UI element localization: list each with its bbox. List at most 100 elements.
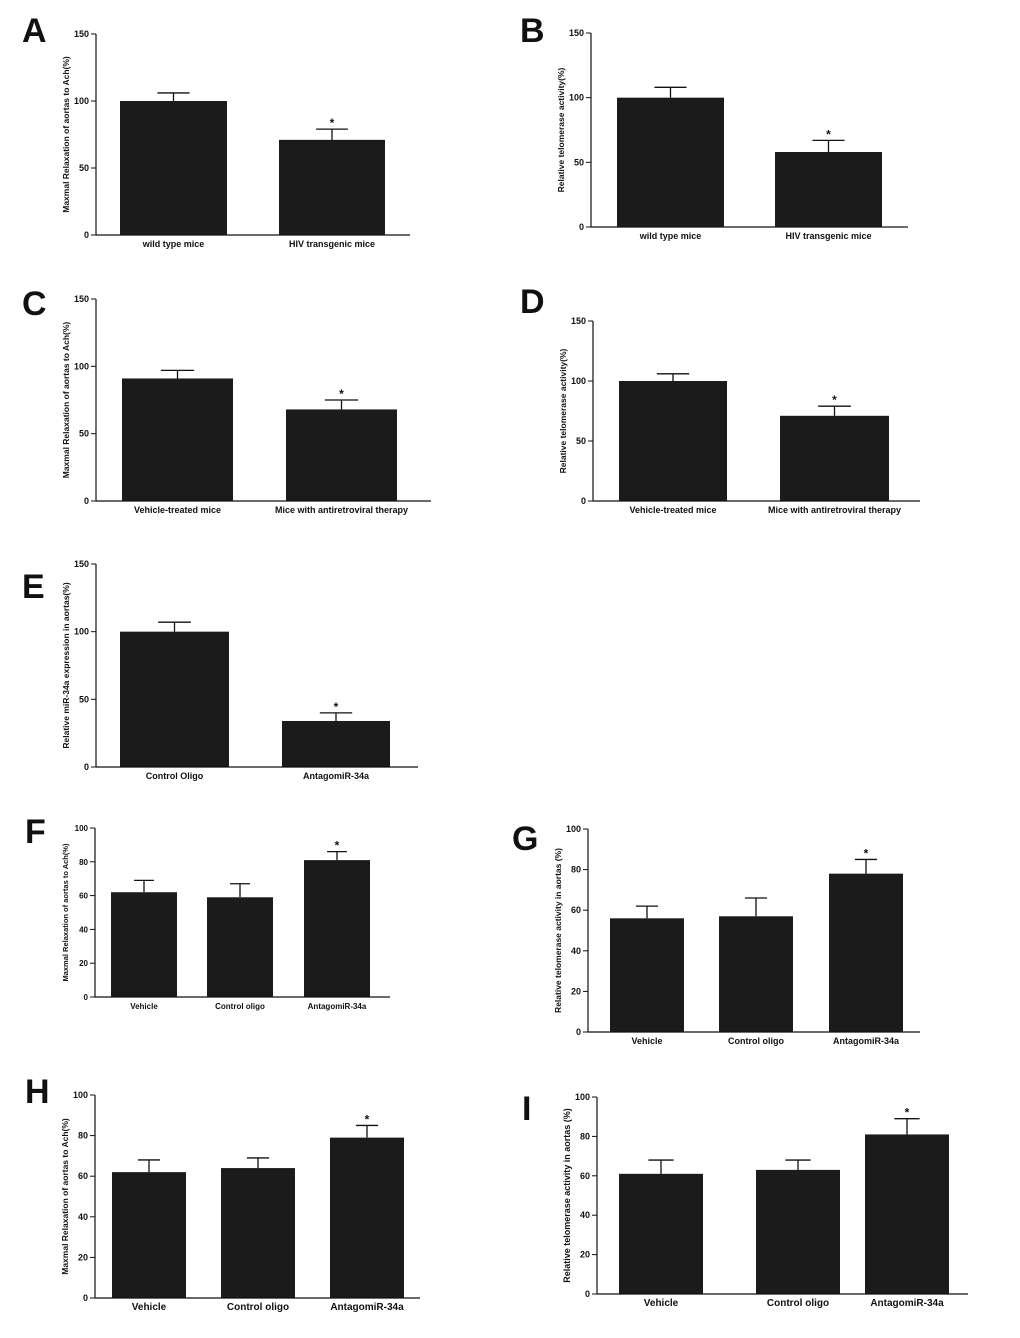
significance-star-f-3: * xyxy=(335,839,340,853)
y-tick-label-b-150: 150 xyxy=(569,28,584,38)
panel-letter-e: E xyxy=(22,568,45,606)
y-tick-label-h-0: 0 xyxy=(83,1293,88,1303)
y-axis-label-d: Relative telomerase activity(%) xyxy=(558,348,568,473)
y-tick-label-i-60: 60 xyxy=(580,1171,590,1181)
y-tick-label-h-100: 100 xyxy=(73,1090,88,1100)
y-tick-label-a-0: 0 xyxy=(84,230,89,240)
bar-h-1 xyxy=(112,1172,186,1298)
y-tick-label-i-100: 100 xyxy=(575,1092,590,1102)
category-label-b-1: wild type mice xyxy=(639,231,702,241)
category-label-d-2: Mice with antiretroviral therapy xyxy=(768,505,901,515)
bar-f-2 xyxy=(207,897,273,997)
y-tick-label-c-0: 0 xyxy=(84,496,89,506)
y-tick-label-f-0: 0 xyxy=(84,993,89,1002)
y-tick-label-f-40: 40 xyxy=(79,925,88,934)
bar-b-1 xyxy=(617,97,724,228)
y-axis-label-b: Relative telomerase activity(%) xyxy=(556,67,566,192)
y-tick-label-e-150: 150 xyxy=(74,559,89,569)
y-tick-label-i-40: 40 xyxy=(580,1210,590,1220)
bar-e-2 xyxy=(282,720,390,767)
y-axis-label-f: Maxmal Relaxation of aortas to Ach(%) xyxy=(61,843,70,982)
bar-b-2 xyxy=(775,151,882,227)
category-label-c-2: Mice with antiretroviral therapy xyxy=(275,505,408,515)
y-tick-label-d-100: 100 xyxy=(571,376,586,386)
y-tick-label-b-0: 0 xyxy=(579,222,584,232)
bar-d-2 xyxy=(780,415,889,501)
bar-d-1 xyxy=(619,381,727,501)
y-tick-label-i-80: 80 xyxy=(580,1131,590,1141)
category-label-g-1: Vehicle xyxy=(631,1036,662,1046)
y-tick-label-g-100: 100 xyxy=(566,824,581,834)
category-label-a-2: HIV transgenic mice xyxy=(289,239,375,249)
bar-f-3 xyxy=(304,860,370,997)
y-tick-label-f-100: 100 xyxy=(75,824,89,833)
y-tick-label-h-60: 60 xyxy=(78,1171,88,1181)
bar-i-1 xyxy=(619,1173,703,1294)
category-label-g-3: AntagomiR-34a xyxy=(833,1036,900,1046)
panel-letter-f: F xyxy=(25,813,46,851)
panel-letter-g: G xyxy=(512,820,538,858)
bar-a-1 xyxy=(120,101,227,235)
category-label-i-1: Vehicle xyxy=(644,1298,679,1309)
bar-g-2 xyxy=(719,916,793,1032)
significance-star-e-2: * xyxy=(334,700,339,714)
y-tick-label-a-100: 100 xyxy=(74,96,89,106)
significance-star-h-3: * xyxy=(365,1112,370,1126)
panel-letter-i: I xyxy=(522,1090,531,1128)
category-label-f-1: Vehicle xyxy=(130,1002,158,1011)
bar-g-3 xyxy=(829,873,903,1032)
significance-star-i-3: * xyxy=(905,1106,910,1120)
y-tick-label-g-60: 60 xyxy=(571,905,581,915)
y-axis-label-c: Maxmal Relaxation of aortas to Ach(%) xyxy=(61,322,71,479)
category-label-f-3: AntagomiR-34a xyxy=(308,1002,367,1011)
panel-letter-a: A xyxy=(22,12,47,50)
bar-i-3 xyxy=(865,1134,949,1294)
category-label-e-2: AntagomiR-34a xyxy=(303,771,370,781)
category-label-h-2: Control oligo xyxy=(227,1302,289,1313)
y-tick-label-f-80: 80 xyxy=(79,858,88,867)
category-label-i-3: AntagomiR-34a xyxy=(870,1298,944,1309)
y-tick-label-i-0: 0 xyxy=(585,1289,590,1299)
y-tick-label-c-50: 50 xyxy=(79,429,89,439)
y-tick-label-g-20: 20 xyxy=(571,986,581,996)
y-axis-label-h: Maxmal Relaxation of aortas to Ach(%) xyxy=(60,1118,70,1275)
panel-letter-h: H xyxy=(25,1073,50,1111)
category-label-a-1: wild type mice xyxy=(142,239,205,249)
category-label-f-2: Control oligo xyxy=(215,1002,265,1011)
y-tick-label-g-0: 0 xyxy=(576,1027,581,1037)
bar-a-2 xyxy=(279,139,385,235)
category-label-i-2: Control oligo xyxy=(767,1298,829,1309)
y-axis-label-e: Relative miR-34a expression in aortas(%) xyxy=(61,582,71,748)
y-axis-label-g: Relative telomerase activity in aortas (… xyxy=(553,848,563,1013)
bar-h-2 xyxy=(221,1168,295,1298)
significance-star-c-2: * xyxy=(339,387,344,401)
category-label-h-1: Vehicle xyxy=(132,1302,167,1313)
y-tick-label-h-20: 20 xyxy=(78,1252,88,1262)
y-tick-label-h-80: 80 xyxy=(78,1131,88,1141)
y-tick-label-g-80: 80 xyxy=(571,865,581,875)
category-label-g-2: Control oligo xyxy=(728,1036,784,1046)
bar-i-2 xyxy=(756,1169,840,1294)
bar-c-2 xyxy=(286,409,397,501)
significance-star-b-2: * xyxy=(826,127,831,141)
panel-letter-c: C xyxy=(22,285,47,323)
y-tick-label-f-60: 60 xyxy=(79,892,88,901)
y-tick-label-d-150: 150 xyxy=(571,316,586,326)
category-label-b-2: HIV transgenic mice xyxy=(785,231,871,241)
panel-letter-d: D xyxy=(520,283,545,321)
bar-g-1 xyxy=(610,918,684,1032)
y-tick-label-b-100: 100 xyxy=(569,93,584,103)
y-tick-label-e-0: 0 xyxy=(84,762,89,772)
y-tick-label-g-40: 40 xyxy=(571,946,581,956)
category-label-c-1: Vehicle-treated mice xyxy=(134,505,221,515)
y-tick-label-i-20: 20 xyxy=(580,1250,590,1260)
y-tick-label-f-20: 20 xyxy=(79,959,88,968)
y-tick-label-d-0: 0 xyxy=(581,496,586,506)
category-label-d-1: Vehicle-treated mice xyxy=(629,505,716,515)
y-tick-label-a-150: 150 xyxy=(74,29,89,39)
category-label-e-1: Control Oligo xyxy=(146,771,204,781)
y-tick-label-h-40: 40 xyxy=(78,1212,88,1222)
bar-e-1 xyxy=(120,631,229,767)
bar-f-1 xyxy=(111,892,177,997)
